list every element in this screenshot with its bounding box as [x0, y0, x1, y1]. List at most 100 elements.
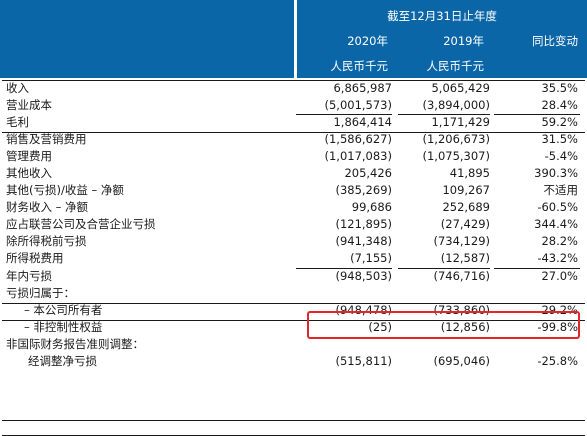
divider — [2, 320, 585, 321]
value-change: 不适用 — [543, 183, 579, 198]
divider — [296, 268, 392, 269]
column-header-change: 同比变动 — [532, 34, 578, 48]
unit-label-2020: 人民币千元 — [330, 59, 389, 73]
value-2020: (515,811) — [335, 353, 392, 368]
table-row: 经调整净亏损 (515,811) (695,046) -25.8% — [0, 353, 587, 370]
value-change: 390.3% — [534, 166, 578, 181]
row-label: 营业成本 — [6, 98, 52, 113]
header-left-block — [0, 0, 294, 78]
value-2019: (734,129) — [433, 234, 490, 249]
value-2020: (385,269) — [335, 183, 392, 198]
row-label: 应占联营公司及合营企业亏损 — [6, 217, 156, 232]
table-row: 所得税费用 (7,155) (12,587) -43.2% — [0, 250, 587, 267]
value-2020: (7,155) — [350, 251, 392, 266]
value-2019: 109,267 — [442, 183, 490, 198]
value-2020: (948,503) — [335, 268, 392, 283]
table-row: – 本公司所有者 (948,478) (733,860) 29.2% — [0, 302, 587, 319]
divider — [2, 419, 585, 421]
row-label: 其他收入 — [6, 166, 52, 181]
column-header-2020: 2020年 — [347, 34, 388, 48]
unit-label-2019: 人民币千元 — [426, 59, 485, 73]
value-change: -60.5% — [537, 200, 578, 215]
table-row: 年内亏损 (948,503) (746,716) 27.0% — [0, 268, 587, 285]
value-change: -5.4% — [544, 149, 578, 164]
value-change: -99.8% — [537, 319, 578, 334]
value-2020: 99,686 — [351, 200, 392, 215]
value-2020: (1,586,627) — [324, 132, 392, 147]
value-change: -25.8% — [537, 353, 578, 368]
table-row: 收入 6,865,987 5,065,429 35.5% — [0, 80, 587, 97]
value-2019: (12,587) — [440, 251, 490, 266]
value-2020: (121,895) — [335, 217, 392, 232]
value-change: 28.4% — [541, 98, 578, 113]
value-2020: 205,426 — [344, 166, 392, 181]
value-2019: (12,856) — [440, 319, 490, 334]
table-row: 营业成本 (5,001,573) (3,894,000) 28.4% — [0, 97, 587, 114]
row-label: 非国际财务报告准则调整： — [6, 336, 144, 351]
period-label: 截至12月31日止年度 — [387, 9, 497, 23]
value-2019: (27,429) — [440, 217, 490, 232]
value-change: 35.5% — [541, 81, 578, 95]
value-2020: (25) — [368, 319, 392, 334]
value-change: 59.2% — [541, 115, 578, 130]
table-row: 其他收入 205,426 41,895 390.3% — [0, 165, 587, 182]
value-2019: (1,206,673) — [422, 132, 490, 147]
value-change: 28.2% — [541, 234, 578, 249]
value-2020: (5,001,573) — [324, 98, 392, 113]
row-label: 管理费用 — [6, 149, 52, 164]
row-label: 除所得税前亏损 — [6, 234, 87, 249]
table-row: 应占联营公司及合营企业亏损 (121,895) (27,429) 344.4% — [0, 216, 587, 233]
table-row: 管理费用 (1,017,083) (1,075,307) -5.4% — [0, 148, 587, 165]
value-2019: (695,046) — [433, 353, 490, 368]
row-label: 收入 — [6, 81, 29, 95]
value-2020: 6,865,987 — [333, 81, 392, 95]
row-label: 财务收入 – 净额 — [6, 200, 89, 215]
row-label: – 非控制性权益 — [24, 319, 103, 334]
divider — [296, 114, 392, 115]
table-row: – 非控制性权益 (25) (12,856) -99.8% — [0, 319, 587, 336]
value-2020: 1,864,414 — [333, 115, 392, 130]
row-label: 年内亏损 — [6, 268, 52, 283]
value-2020: (941,348) — [335, 234, 392, 249]
divider — [2, 131, 585, 133]
table-row: 除所得税前亏损 (941,348) (734,129) 28.2% — [0, 233, 587, 250]
row-label: 其他(亏损)/收益 – 净额 — [6, 183, 124, 198]
value-2019: (1,075,307) — [422, 149, 490, 164]
value-2019: 1,171,429 — [431, 115, 490, 130]
row-label: 所得税费用 — [6, 251, 64, 266]
divider — [494, 268, 580, 269]
value-2019: 252,689 — [442, 200, 490, 215]
value-2020: (948,478) — [335, 302, 392, 317]
table-row: 非国际财务报告准则调整： — [0, 336, 587, 353]
table-row: 毛利 1,864,414 1,171,429 59.2% — [0, 114, 587, 131]
table-row: 其他(亏损)/收益 – 净额 (385,269) 109,267 不适用 — [0, 182, 587, 199]
value-change: 27.0% — [541, 268, 578, 283]
value-2019: 5,065,429 — [431, 81, 490, 95]
table-header: 截至12月31日止年度 2020年 2019年 同比变动 人民币千元 人民币千元 — [0, 0, 587, 80]
value-2019: (733,860) — [433, 302, 490, 317]
value-change: 31.5% — [541, 132, 578, 147]
value-2019: 41,895 — [449, 166, 490, 181]
header-right-block — [297, 0, 587, 78]
row-label: 毛利 — [6, 115, 29, 130]
divider — [2, 80, 585, 81]
value-change: 29.2% — [541, 302, 578, 317]
value-2019: (746,716) — [433, 268, 490, 283]
value-2019: (3,894,000) — [422, 98, 490, 113]
column-header-2019: 2019年 — [443, 34, 484, 48]
income-statement-table: 收入 6,865,987 5,065,429 35.5% 营业成本 (5,001,573)… — [0, 80, 587, 436]
table-row: 亏损归属于： — [0, 285, 587, 302]
row-label: 经调整净亏损 — [28, 353, 97, 368]
table-row: 财务收入 – 净额 99,686 252,689 -60.5% — [0, 199, 587, 216]
row-label: 亏损归属于： — [6, 285, 75, 300]
row-label: 销售及营销费用 — [6, 132, 87, 147]
divider — [494, 114, 580, 115]
divider — [398, 268, 490, 269]
divider — [2, 302, 585, 304]
value-change: 344.4% — [534, 217, 578, 232]
table-row: 销售及营销费用 (1,586,627) (1,206,673) 31.5% — [0, 131, 587, 148]
value-2020: (1,017,083) — [324, 149, 392, 164]
row-label: – 本公司所有者 — [24, 302, 103, 317]
divider — [398, 114, 490, 115]
value-change: -43.2% — [537, 251, 578, 266]
